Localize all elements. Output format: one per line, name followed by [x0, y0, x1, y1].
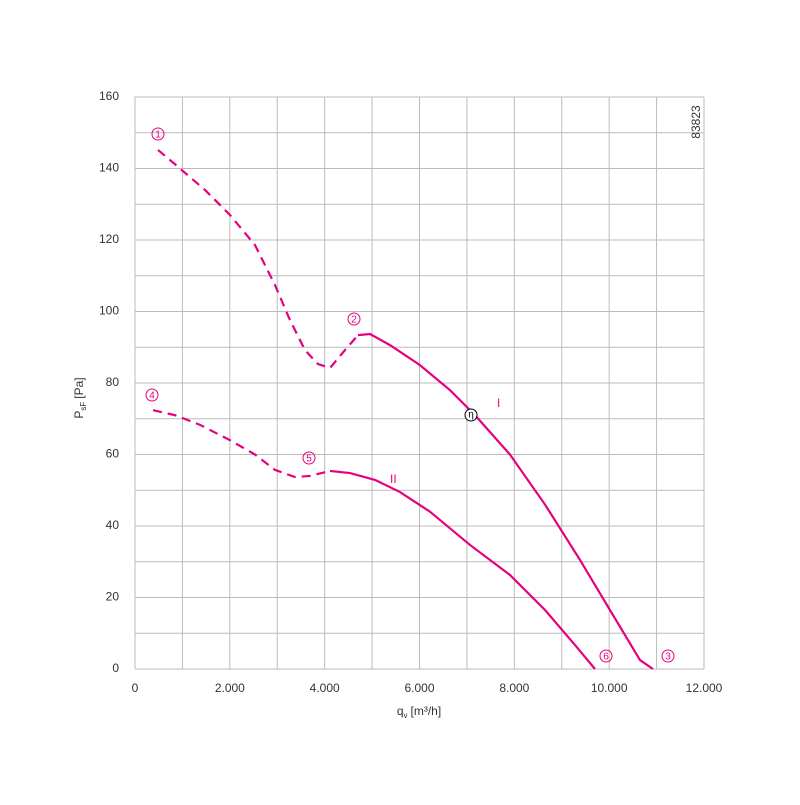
x-label-main: q — [397, 704, 404, 718]
curves — [152, 149, 654, 670]
x-tick-label: 8.000 — [499, 681, 529, 695]
y-label-main: P — [72, 411, 86, 419]
marker-3: 3 — [661, 649, 675, 663]
ticks: 0 2.000 4.000 6.000 8.000 10.000 12.000 0 20 40 60… — [99, 89, 723, 695]
marker-text: 1 — [155, 130, 161, 141]
y-tick-label: 80 — [106, 375, 120, 389]
x-label-sub: v — [404, 711, 408, 720]
marker-text: 4 — [149, 391, 155, 402]
marker-2: 2 — [347, 312, 361, 326]
efficiency-marker: η — [464, 408, 478, 422]
marker-6: 6 — [599, 649, 613, 663]
efficiency-text: η — [468, 410, 474, 421]
curve-label: I — [497, 396, 500, 410]
y-tick-label: 20 — [106, 590, 120, 604]
x-tick-label: 10.000 — [591, 681, 628, 695]
y-tick-label: 140 — [99, 161, 119, 175]
curve — [357, 332, 654, 670]
x-axis-label: qv [m³/h] — [397, 704, 441, 720]
marker-text: 3 — [665, 652, 671, 663]
curve — [329, 469, 596, 670]
marker-text: 5 — [306, 454, 312, 465]
x-tick-label: 12.000 — [686, 681, 723, 695]
marker-1: 1 — [151, 127, 165, 141]
id-label: 83823 — [689, 105, 703, 139]
y-label-unit: [Pa] — [72, 377, 86, 398]
y-label-sub: sF — [79, 402, 88, 411]
x-tick-label: 2.000 — [215, 681, 245, 695]
curve — [157, 149, 359, 370]
x-tick-label: 0 — [132, 681, 139, 695]
grid — [134, 96, 705, 670]
y-tick-label: 120 — [99, 232, 119, 246]
y-tick-label: 100 — [99, 304, 119, 318]
y-tick-label: 0 — [112, 661, 119, 675]
y-tick-label: 160 — [99, 89, 119, 103]
y-tick-label: 60 — [106, 447, 120, 461]
x-tick-label: 6.000 — [404, 681, 434, 695]
x-label-unit: [m³/h] — [411, 704, 442, 718]
marker-text: 6 — [603, 652, 609, 663]
curve — [152, 409, 331, 479]
marker-5: 5 — [302, 451, 316, 465]
curve-label: II — [390, 472, 397, 486]
marker-text: 2 — [351, 315, 357, 326]
y-axis-label: PsF [Pa] — [72, 377, 88, 418]
marker-4: 4 — [145, 388, 159, 402]
y-tick-label: 40 — [106, 518, 120, 532]
x-tick-label: 4.000 — [310, 681, 340, 695]
